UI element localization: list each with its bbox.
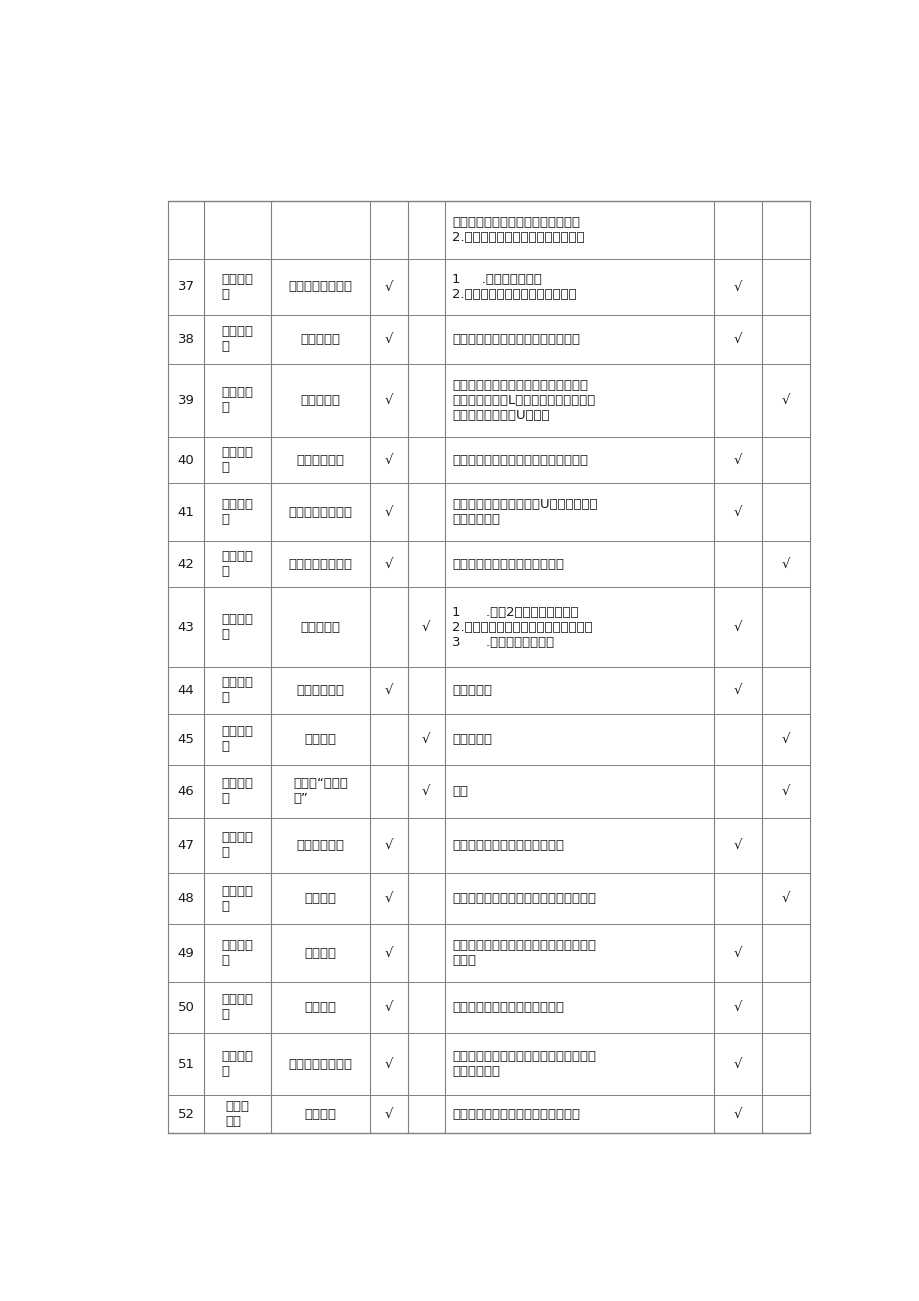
Text: 水永腾了: 水永腾了 (304, 892, 336, 905)
Text: √: √ (384, 1000, 392, 1013)
Text: 条形磁铁、吹塑纸、钒针、蓝色塑料盘: 条形磁铁、吹塑纸、钒针、蓝色塑料盘 (451, 454, 587, 467)
Text: √: √ (733, 333, 742, 346)
Text: 三年级上
册: 三年级上 册 (221, 939, 253, 967)
Text: √: √ (384, 684, 392, 697)
Text: 反应速度尺: 反应速度尺 (451, 684, 492, 697)
Text: √: √ (781, 558, 789, 571)
Text: 52: 52 (177, 1107, 195, 1120)
Text: 小钒珠、回形针、铁粉盒、条形磁铁: 小钒珠、回形针、铁粉盒、条形磁铁 (451, 333, 579, 346)
Text: √: √ (733, 947, 742, 960)
Text: √: √ (384, 280, 392, 293)
Text: 39: 39 (177, 394, 194, 407)
Text: 48: 48 (177, 892, 194, 905)
Text: 水到哪里去了: 水到哪里去了 (297, 839, 345, 852)
Text: 身高测量尺: 身高测量尺 (451, 732, 492, 745)
Text: 45: 45 (177, 732, 194, 745)
Text: 1      .活动2部分材料、塑料桶
2.滴管、酿料盒、塑料杯、吸管、酿油
3      .香蕉模型、真香蕉: 1 .活动2部分材料、塑料桶 2.滴管、酿料盒、塑料杯、吸管、酿油 3 .香蕉模… (451, 606, 592, 649)
Text: √: √ (781, 394, 789, 407)
Text: 50: 50 (177, 1000, 194, 1013)
Text: √: √ (781, 732, 789, 745)
Text: 夾、橡皮筋、纸片、细沙、条形磁铁
2.回形针、木屑、塑料杯、条形磁铁: 夾、橡皮筋、纸片、细沙、条形磁铁 2.回形针、木屑、塑料杯、条形磁铁 (451, 216, 584, 245)
Text: 49: 49 (177, 947, 194, 960)
Text: 43: 43 (177, 621, 194, 634)
Text: 二年级下
册: 二年级下 册 (221, 273, 253, 301)
Text: 三年级上
册: 三年级上 册 (221, 885, 253, 913)
Text: 二年级下
册: 二年级下 册 (221, 725, 253, 753)
Text: 三年级上
册: 三年级上 册 (221, 831, 253, 860)
Text: 三年级
上册: 三年级 上册 (225, 1101, 249, 1128)
Text: 磁铁怎样吸引物体: 磁铁怎样吸引物体 (289, 280, 352, 293)
Text: √: √ (733, 506, 742, 519)
Text: 二年级下
册: 二年级下 册 (221, 550, 253, 578)
Text: 身体的“时间胶
囊”: 身体的“时间胶 囊” (293, 777, 347, 805)
Text: √: √ (384, 558, 392, 571)
Text: √: √ (733, 621, 742, 634)
Text: 透明塑料杯、试管、红液温度计: 透明塑料杯、试管、红液温度计 (451, 1000, 563, 1013)
Text: 加快溶解: 加快溶解 (304, 1107, 336, 1120)
Text: 44: 44 (177, 684, 194, 697)
Text: 透明塑料杯、塑料定量勺、塑料搔拌: 透明塑料杯、塑料定量勺、塑料搔拌 (451, 1107, 579, 1120)
Text: √: √ (781, 785, 789, 798)
Text: 冰融化了: 冰融化了 (304, 1000, 336, 1013)
Text: 透明塑料杯、塑料薄膜、橡皮筋: 透明塑料杯、塑料薄膜、橡皮筋 (451, 839, 563, 852)
Text: 40: 40 (177, 454, 194, 467)
Text: 圆形底座、塑料支管、环形磁铁: 圆形底座、塑料支管、环形磁铁 (451, 558, 563, 571)
Text: √: √ (384, 947, 392, 960)
Text: 观察与比较: 观察与比较 (301, 621, 340, 634)
Text: √: √ (384, 892, 392, 905)
Text: 二年级下
册: 二年级下 册 (221, 777, 253, 805)
Text: 磁铁和我们的生活: 磁铁和我们的生活 (289, 558, 352, 571)
Text: 38: 38 (177, 333, 194, 346)
Text: √: √ (733, 1058, 742, 1071)
Text: 磁极间的相互作用: 磁极间的相互作用 (289, 506, 352, 519)
Text: 水结冰了: 水结冰了 (304, 947, 336, 960)
Text: 47: 47 (177, 839, 194, 852)
Text: 1     .金属小车、棉线
2.金属小车、材料卡片、条形磁铁: 1 .金属小车、棉线 2.金属小车、材料卡片、条形磁铁 (451, 273, 576, 301)
Text: √: √ (384, 506, 392, 519)
Text: √: √ (733, 454, 742, 467)
Text: 胶囊: 胶囊 (451, 785, 468, 798)
Text: √: √ (384, 1107, 392, 1120)
Text: 42: 42 (177, 558, 194, 571)
Text: 水能溶解多少物质: 水能溶解多少物质 (289, 1058, 352, 1071)
Text: 41: 41 (177, 506, 194, 519)
Text: 铁架台、烧杯、酒精灯、温度计、石棉网: 铁架台、烧杯、酒精灯、温度计、石棉网 (451, 892, 596, 905)
Text: 磁铁的两极: 磁铁的两极 (301, 333, 340, 346)
Text: 二年级下
册: 二年级下 册 (221, 386, 253, 414)
Text: 二年级下
册: 二年级下 册 (221, 498, 253, 526)
Text: 做一个指南针: 做一个指南针 (297, 454, 345, 467)
Text: 磁极与方向: 磁极与方向 (301, 394, 340, 407)
Text: 三年级上
册: 三年级上 册 (221, 994, 253, 1021)
Text: √: √ (384, 839, 392, 852)
Text: 透明塑料杯、试管、红液温度计、食盐、
橡皮泥: 透明塑料杯、试管、红液温度计、食盐、 橡皮泥 (451, 939, 596, 967)
Text: √: √ (384, 1058, 392, 1071)
Text: 发现生长: 发现生长 (304, 732, 336, 745)
Text: 二年级下
册: 二年级下 册 (221, 325, 253, 353)
Text: √: √ (422, 732, 430, 745)
Text: √: √ (384, 394, 392, 407)
Text: √: √ (384, 454, 392, 467)
Text: √: √ (384, 333, 392, 346)
Text: √: √ (422, 621, 430, 634)
Text: 测试反应快慢: 测试反应快慢 (297, 684, 345, 697)
Text: 二年级下
册: 二年级下 册 (221, 446, 253, 474)
Text: √: √ (422, 785, 430, 798)
Text: √: √ (733, 280, 742, 293)
Text: 46: 46 (177, 785, 194, 798)
Text: 37: 37 (177, 280, 195, 293)
Text: 指南针、顶针底座和顶针、磁铁旋转支
架、塑料底板、L形支架、棉线、方位图
卡、小条形磁铁、U形磁铁: 指南针、顶针底座和顶针、磁铁旋转支 架、塑料底板、L形支架、棉线、方位图 卡、小… (451, 379, 595, 422)
Text: 条形磁铁、小条形磁铁、U形磁铁、环形
磁铁、小铁车: 条形磁铁、小条形磁铁、U形磁铁、环形 磁铁、小铁车 (451, 498, 596, 526)
Text: √: √ (733, 684, 742, 697)
Text: √: √ (781, 892, 789, 905)
Text: √: √ (733, 839, 742, 852)
Text: √: √ (733, 1000, 742, 1013)
Text: 三年级上
册: 三年级上 册 (221, 1050, 253, 1079)
Text: 二年级下
册: 二年级下 册 (221, 677, 253, 704)
Text: 51: 51 (177, 1058, 195, 1071)
Text: 二年级下
册: 二年级下 册 (221, 613, 253, 641)
Text: 透明塑料杯、塑料定量勺、塑料搔拌棒、
小苏打、食盐: 透明塑料杯、塑料定量勺、塑料搔拌棒、 小苏打、食盐 (451, 1050, 596, 1079)
Text: √: √ (733, 1107, 742, 1120)
